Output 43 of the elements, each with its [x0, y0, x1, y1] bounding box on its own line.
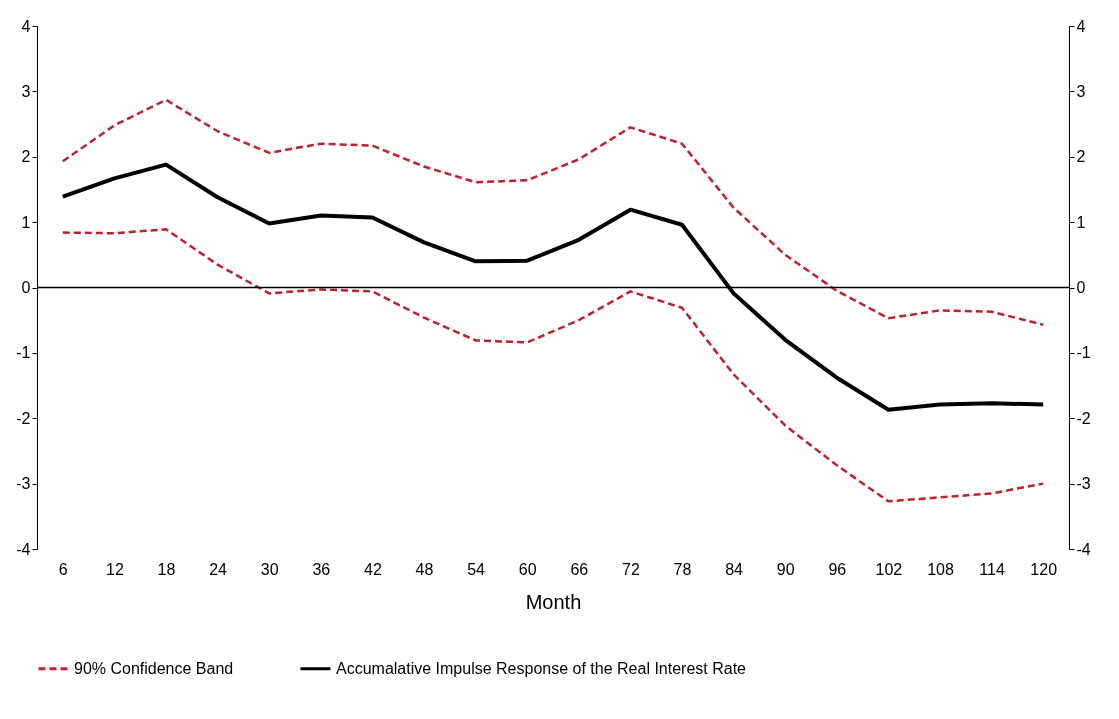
x-tick-label: 48 — [415, 560, 434, 578]
line-series — [61, 98, 1045, 327]
y2-tick-label: 2 — [1076, 148, 1086, 166]
x-tick-label: 36 — [312, 560, 331, 578]
x-tick-label: 18 — [157, 560, 176, 578]
y-tick-label: 0 — [21, 279, 31, 296]
y2-tick-label: -3 — [1076, 475, 1091, 493]
y-tick-label: 4 — [21, 17, 31, 35]
x-tick-label: 78 — [673, 560, 692, 578]
y2-tick-label: -1 — [1076, 344, 1091, 362]
x-tick-label: 60 — [518, 560, 537, 578]
legend-label: 90% Confidence Band — [74, 659, 234, 677]
y2-tick-label: 0 — [1076, 279, 1086, 296]
x-tick-label: 42 — [364, 560, 382, 578]
x-tick-label: 84 — [725, 560, 744, 578]
x-tick-label: 108 — [927, 560, 954, 578]
x-tick-label: 120 — [1030, 560, 1058, 578]
x-tick-label: 114 — [979, 560, 1005, 578]
x-axis-title: Month — [525, 590, 582, 613]
legend-label: Accumalative Impulse Response of the Real Interest Rate — [336, 659, 747, 677]
y2-tick-label: 4 — [1076, 17, 1086, 35]
y-tick-label: 3 — [21, 82, 31, 100]
y2-tick-label: 1 — [1076, 213, 1086, 231]
x-tick-label: 66 — [570, 560, 589, 578]
line-series — [61, 228, 1045, 503]
x-tick-label: 12 — [106, 560, 124, 578]
x-tick-label: 90 — [776, 560, 795, 578]
x-tick-label: 54 — [467, 560, 486, 578]
y-tick-label: 2 — [21, 148, 31, 166]
y-tick-label: 1 — [21, 213, 31, 231]
y-tick-label: -3 — [16, 475, 31, 493]
y-tick-label: -2 — [16, 409, 31, 427]
y-tick-label: -4 — [16, 540, 31, 558]
y2-tick-label: -2 — [1076, 409, 1091, 427]
y2-tick-label: -4 — [1076, 540, 1091, 558]
x-tick-label: 102 — [875, 560, 903, 578]
y2-tick-label: 3 — [1076, 82, 1086, 100]
x-tick-label: 72 — [622, 560, 640, 578]
y-tick-label: -1 — [16, 344, 31, 362]
x-tick-label: 24 — [209, 560, 228, 578]
x-tick-label: 6 — [58, 560, 68, 578]
x-tick-label: 96 — [828, 560, 847, 578]
x-tick-label: 30 — [260, 560, 279, 578]
